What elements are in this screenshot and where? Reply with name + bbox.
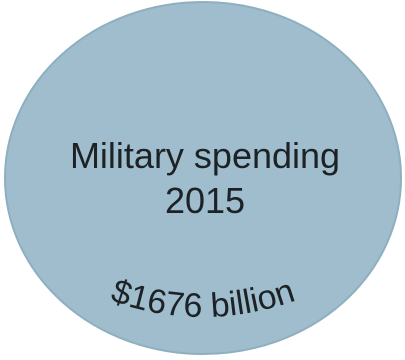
spending-bubble: [4, 1, 402, 355]
bubble-title-line2: 2015: [165, 180, 245, 221]
bubble-title-line1: Military spending: [70, 135, 340, 176]
